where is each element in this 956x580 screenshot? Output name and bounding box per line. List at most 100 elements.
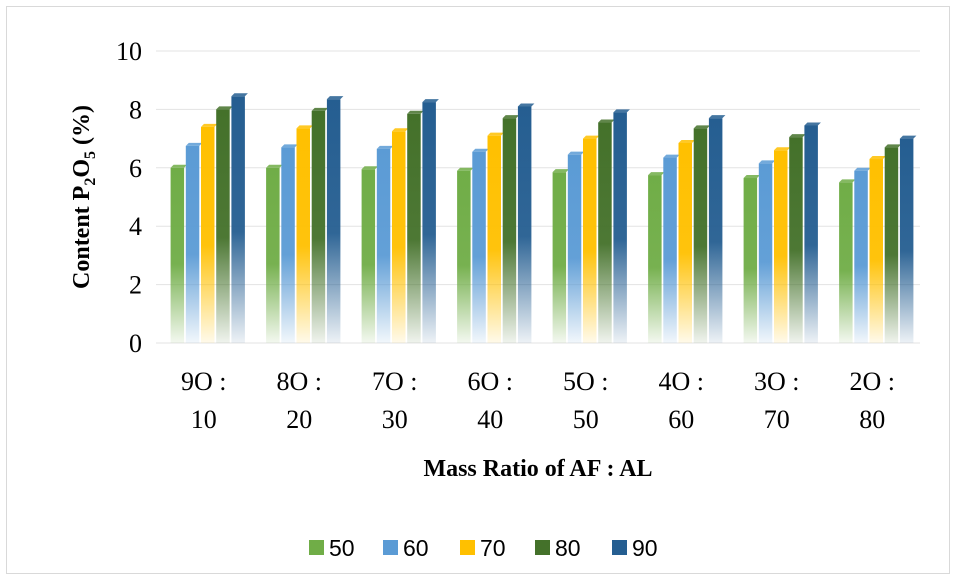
- x-axis-label: Mass Ratio of AF : AL: [423, 456, 652, 482]
- legend-swatch-50: [309, 540, 324, 555]
- bar-80-4: [598, 122, 612, 343]
- bar-top: [804, 122, 821, 126]
- bar-80-1: [311, 110, 326, 343]
- bar-top: [517, 103, 535, 107]
- x-tick-label: 2O :: [850, 367, 896, 396]
- bar-80-0: [216, 109, 230, 344]
- legend-swatch-80: [535, 540, 550, 555]
- bar-top: [422, 99, 439, 103]
- chart-frame: 0 2 4 6 8 10 9O : 10 8O : 20 7O : 30 6O : 40 5O : 50 4O…: [6, 6, 950, 574]
- legend-label-90: 90: [632, 535, 658, 561]
- bar-60-3: [472, 151, 486, 343]
- bar-90-2: [422, 102, 436, 343]
- legend-label-80: 80: [555, 535, 581, 561]
- bar-50-0: [170, 167, 185, 343]
- bar-top: [552, 169, 570, 173]
- bar-top: [216, 106, 233, 110]
- bar-70-3: [487, 135, 501, 343]
- bar-top: [502, 115, 520, 119]
- bar-60-5: [663, 157, 677, 343]
- bar-70-4: [583, 138, 597, 343]
- x-axis-ticks: 9O : 10 8O : 20 7O : 30 6O : 40 5O : 50 4O : 60 3O :…: [181, 367, 895, 434]
- bar-top: [457, 167, 474, 171]
- bar-top: [296, 125, 313, 129]
- x-tick-label: 7O :: [372, 367, 418, 396]
- y-tick-label: 4: [129, 212, 142, 241]
- bar-top: [678, 139, 695, 143]
- y-axis-label: Content P2O5 (%): [69, 105, 99, 289]
- bar-top: [899, 135, 917, 139]
- bar-90-7: [899, 138, 914, 343]
- x-tick-label: 5O :: [563, 367, 609, 396]
- x-tick-label: 40: [477, 405, 503, 434]
- bars: [170, 93, 917, 344]
- bar-80-6: [789, 137, 803, 343]
- bar-top: [869, 156, 886, 160]
- bar-80-7: [884, 147, 899, 343]
- bar-top: [839, 179, 856, 183]
- y-axis-ticks: 0 2 4 6 8 10: [116, 37, 142, 358]
- bar-60-1: [281, 147, 295, 343]
- bar-top: [266, 164, 283, 168]
- bar-top: [361, 166, 379, 170]
- legend-swatch-90: [612, 540, 627, 555]
- y-tick-label: 2: [129, 271, 142, 300]
- bar-90-3: [517, 106, 532, 343]
- bar-70-6: [774, 150, 788, 343]
- bar-top: [185, 142, 203, 146]
- bar-70-1: [296, 128, 310, 343]
- bar-90-0: [231, 96, 245, 343]
- bar-50-1: [266, 167, 280, 343]
- bar-60-4: [567, 154, 582, 343]
- bar-top: [789, 134, 806, 138]
- bar-top: [376, 145, 394, 149]
- bar-90-5: [708, 118, 723, 343]
- bar-top: [598, 119, 615, 123]
- bar-top: [281, 144, 298, 148]
- bar-top: [567, 151, 585, 155]
- x-tick-label: 50: [573, 405, 599, 434]
- bar-top: [392, 128, 409, 132]
- legend-label-70: 70: [480, 535, 506, 561]
- x-tick-label: 8O :: [277, 367, 323, 396]
- bar-60-0: [185, 145, 200, 343]
- legend: 50 60 70 80 90: [309, 535, 658, 561]
- x-tick-label: 30: [382, 405, 408, 434]
- bar-50-3: [457, 170, 471, 343]
- bar-90-6: [804, 125, 818, 344]
- bar-top: [326, 96, 344, 100]
- bar-top: [708, 115, 726, 119]
- x-tick-label: 70: [764, 405, 790, 434]
- bar-80-2: [407, 113, 421, 343]
- bar-60-6: [758, 163, 773, 343]
- bar-chart: 0 2 4 6 8 10 9O : 10 8O : 20 7O : 30 6O : 40 5O : 50 4O…: [69, 37, 920, 561]
- bar-80-5: [693, 128, 708, 343]
- bar-top: [884, 144, 902, 148]
- bar-50-2: [361, 169, 376, 343]
- y-tick-label: 10: [116, 37, 142, 66]
- bar-top: [231, 93, 248, 97]
- bar-70-5: [678, 142, 692, 343]
- bar-top: [758, 160, 776, 164]
- bar-top: [487, 132, 504, 136]
- bar-50-7: [839, 182, 853, 343]
- x-tick-label: 6O :: [468, 367, 514, 396]
- x-tick-label: 3O :: [754, 367, 800, 396]
- bar-50-5: [648, 175, 662, 343]
- bar-50-6: [743, 178, 758, 343]
- bar-60-7: [854, 170, 868, 343]
- bar-top: [854, 167, 871, 171]
- bar-top: [472, 148, 489, 152]
- bar-top: [613, 109, 630, 113]
- bar-90-4: [613, 112, 627, 343]
- x-tick-label: 60: [668, 405, 694, 434]
- bar-top: [583, 135, 600, 139]
- bar-top: [311, 107, 329, 111]
- y-tick-label: 0: [129, 329, 142, 358]
- legend-swatch-70: [460, 540, 475, 555]
- legend-label-50: 50: [329, 535, 355, 561]
- bar-70-7: [869, 159, 883, 343]
- bar-top: [201, 123, 218, 127]
- y-tick-label: 6: [129, 154, 142, 183]
- legend-label-60: 60: [403, 535, 429, 561]
